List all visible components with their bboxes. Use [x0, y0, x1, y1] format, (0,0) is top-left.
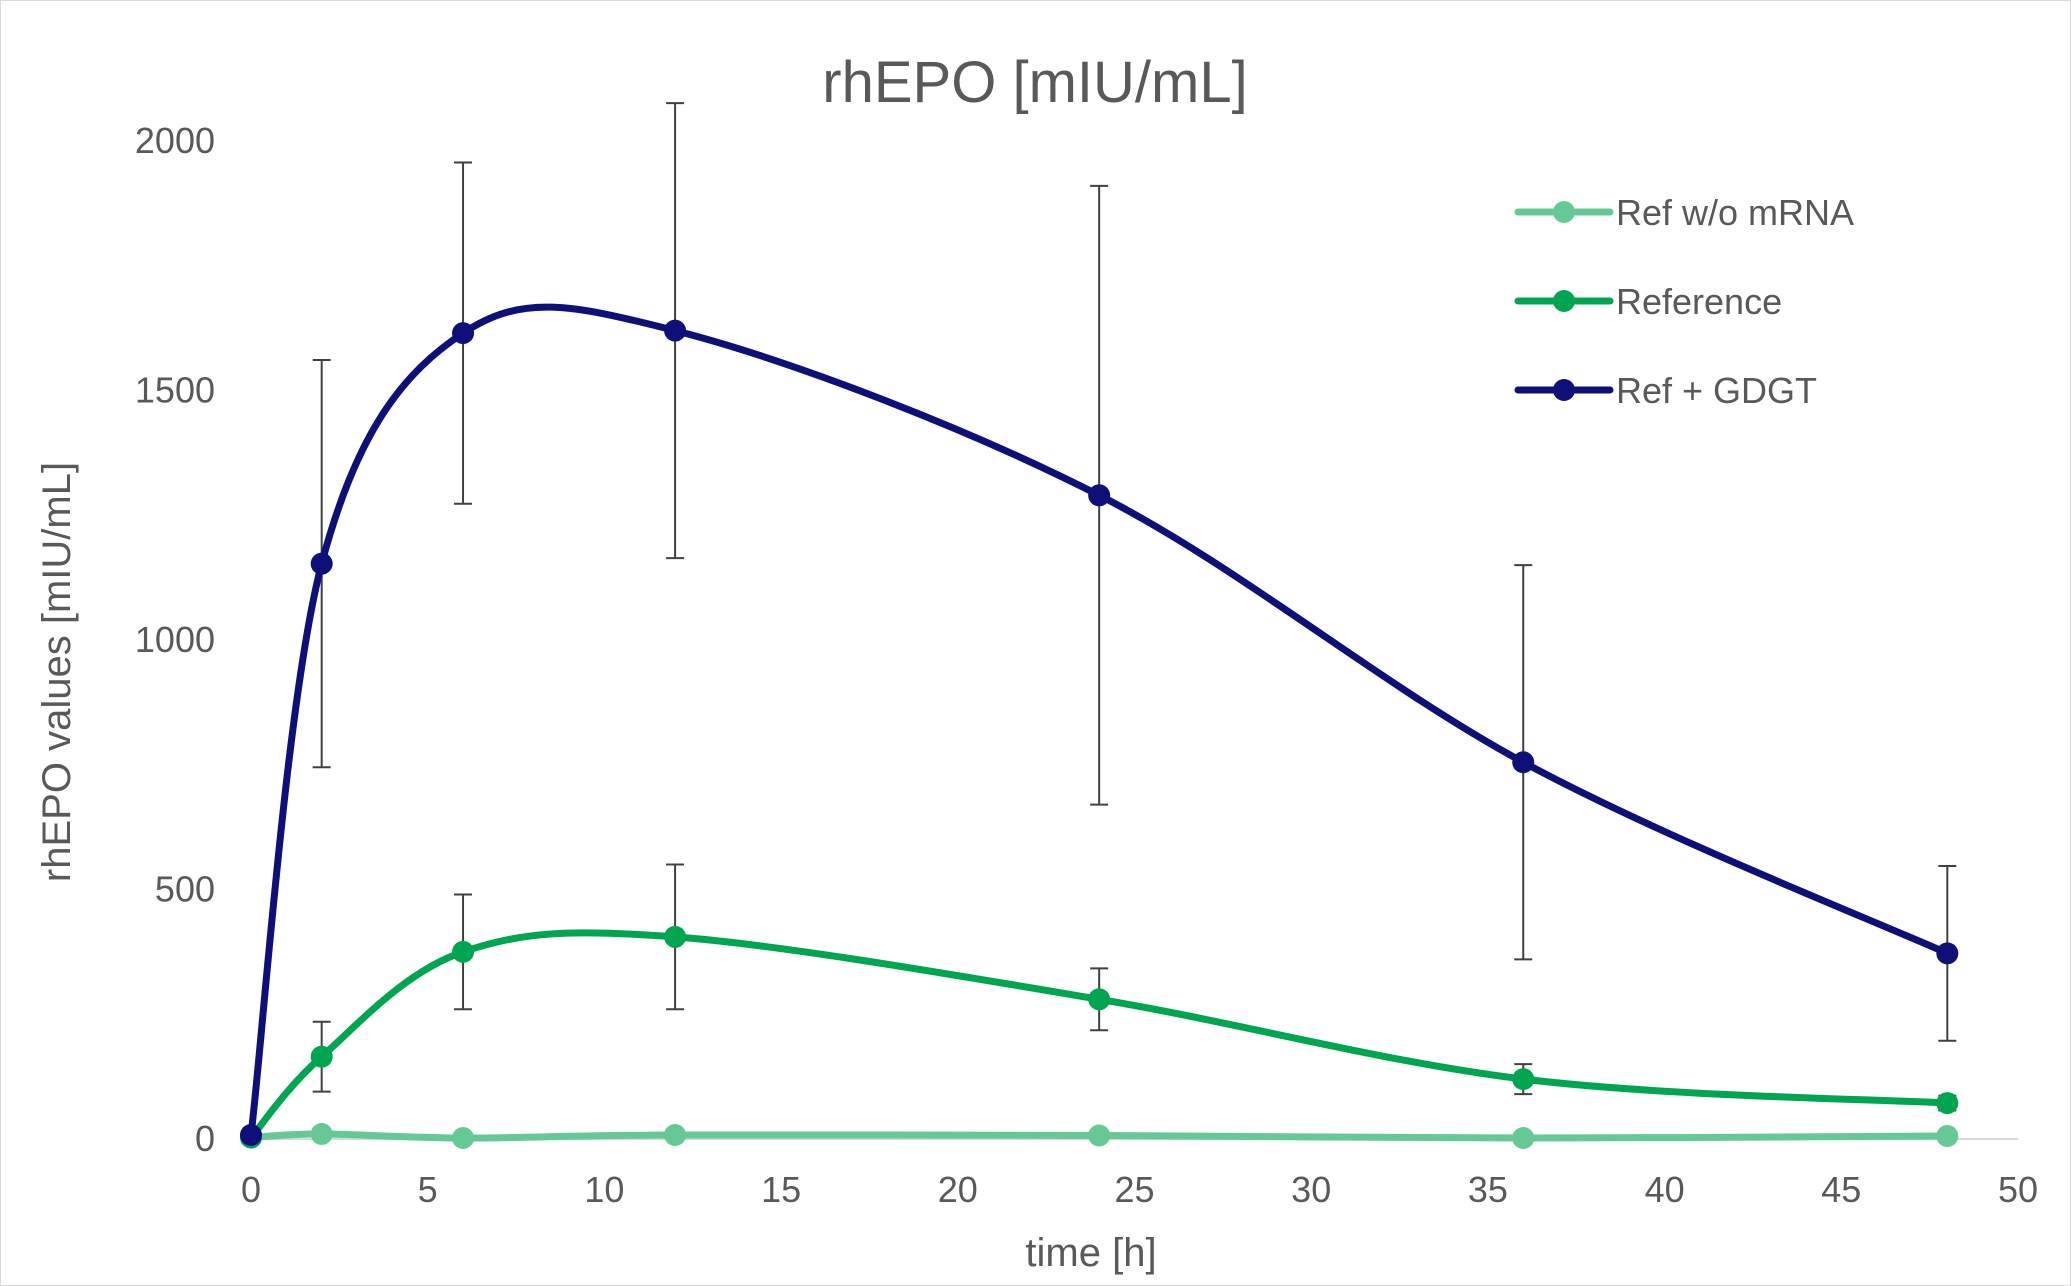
data-point	[310, 1045, 333, 1068]
data-point	[1088, 484, 1111, 507]
x-tick-label: 35	[1468, 1169, 1508, 1210]
data-point	[1936, 1125, 1959, 1148]
data-point	[664, 1124, 687, 1147]
series-line	[247, 929, 1951, 1141]
data-point	[1936, 1092, 1959, 1115]
x-axis-label: time [h]	[1025, 1231, 1156, 1275]
data-point	[240, 1124, 262, 1147]
data-point	[1088, 1124, 1111, 1147]
legend-label: Ref w/o mRNA	[1616, 192, 1854, 233]
data-point	[452, 322, 475, 345]
x-tick-label: 20	[938, 1169, 978, 1210]
data-point	[452, 940, 475, 963]
y-tick-label: 0	[195, 1118, 215, 1159]
chart-title: rhEPO [mIU/mL]	[822, 50, 1247, 115]
x-tick-label: 10	[584, 1169, 624, 1210]
x-tick-label: 45	[1821, 1169, 1861, 1210]
data-point	[1088, 988, 1111, 1011]
data-point	[452, 1127, 475, 1150]
legend: Ref w/o mRNA Reference Ref + GDGT	[1514, 192, 1854, 411]
series-line	[247, 1130, 1951, 1142]
legend-marker	[1553, 290, 1575, 312]
x-tick-label: 5	[418, 1169, 438, 1210]
legend-label: Ref + GDGT	[1616, 370, 1817, 411]
data-point	[664, 925, 687, 948]
y-tick-label: 1000	[135, 619, 215, 660]
x-tick-label: 50	[1998, 1169, 2038, 1210]
data-point	[310, 1123, 333, 1146]
data-point	[1512, 751, 1535, 774]
y-axis-label: rhEPO values [mIU/mL]	[35, 462, 79, 882]
legend-marker	[1553, 201, 1575, 223]
data-point	[1512, 1068, 1535, 1091]
x-tick-label: 15	[761, 1169, 801, 1210]
data-points	[240, 319, 1959, 1150]
data-point	[664, 319, 687, 342]
data-point	[1512, 1127, 1535, 1150]
y-tick-label: 1500	[135, 370, 215, 411]
x-tick-label: 0	[241, 1169, 261, 1210]
legend-marker	[1553, 379, 1575, 401]
x-tick-label: 30	[1291, 1169, 1331, 1210]
error-bars	[312, 102, 1957, 1112]
legend-label: Reference	[1616, 281, 1782, 322]
x-tick-label: 40	[1645, 1169, 1685, 1210]
data-point	[1936, 942, 1959, 965]
y-tick-label: 2000	[135, 120, 215, 161]
x-tick-label: 25	[1114, 1169, 1154, 1210]
data-point	[310, 552, 333, 575]
y-tick-label: 500	[155, 869, 215, 910]
